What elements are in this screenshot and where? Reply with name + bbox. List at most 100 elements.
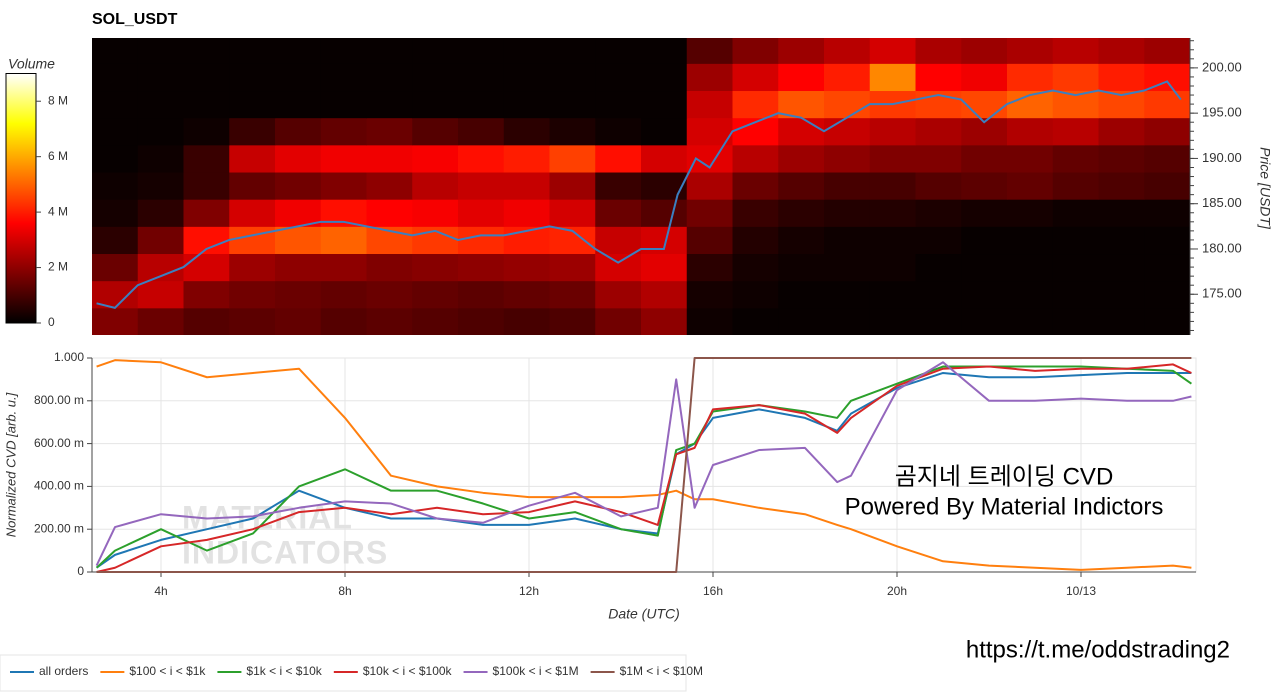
heat-cell — [503, 253, 550, 282]
heat-cell — [275, 280, 322, 309]
heat-cell — [915, 280, 962, 309]
heat-cell — [229, 38, 276, 64]
heat-cell — [549, 307, 596, 335]
y-tick-label: 600.00 m — [34, 436, 84, 450]
heat-cell — [183, 144, 230, 173]
heat-cell — [366, 38, 413, 64]
legend-label: $100 < i < $1k — [129, 664, 206, 678]
heat-cell — [641, 63, 688, 92]
heat-cell — [458, 226, 505, 255]
heat-cell — [915, 253, 962, 282]
heat-cell — [961, 280, 1008, 309]
heat-cell — [961, 199, 1008, 227]
heat-cell — [320, 38, 367, 64]
legend-label: $100k < i < $1M — [493, 664, 579, 678]
heat-cell — [503, 280, 550, 309]
heat-cell — [183, 280, 230, 309]
heat-cell — [503, 307, 550, 335]
heat-cell — [732, 63, 779, 92]
heat-cell — [92, 38, 139, 64]
colorbar-tick-label: 6 M — [48, 149, 68, 163]
heat-cell — [137, 226, 184, 255]
heat-cell — [595, 144, 642, 173]
heat-cell — [595, 307, 642, 335]
colorbar-label: Volume — [8, 56, 55, 72]
heat-cell — [320, 253, 367, 282]
heat-cell — [1144, 307, 1190, 335]
heat-cell — [869, 38, 916, 64]
heat-cell — [137, 117, 184, 146]
heat-cell — [961, 63, 1008, 92]
heat-cell — [824, 253, 871, 282]
heat-cell — [92, 144, 139, 173]
heat-cell — [732, 280, 779, 309]
heat-cell — [961, 307, 1008, 335]
heat-cell — [778, 90, 825, 119]
heat-cell — [137, 307, 184, 335]
heat-cell — [503, 90, 550, 119]
heat-cell — [366, 172, 413, 200]
heat-cell — [412, 117, 459, 146]
heat-cell — [275, 117, 322, 146]
heat-cell — [732, 253, 779, 282]
legend-label: $1M < i < $10M — [620, 664, 703, 678]
y-axis-label: Normalized CVD [arb. u.] — [3, 392, 18, 537]
heat-cell — [869, 226, 916, 255]
heat-cell — [915, 199, 962, 227]
heat-cell — [595, 38, 642, 64]
heat-cell — [549, 117, 596, 146]
series-line — [95, 361, 1192, 567]
heat-cell — [778, 144, 825, 173]
heat-cell — [1098, 117, 1145, 146]
heat-cell — [869, 63, 916, 92]
annotation: Powered By Material Indictors — [845, 493, 1164, 520]
heat-cell — [275, 172, 322, 200]
heat-cell — [412, 90, 459, 119]
heat-cell — [1007, 226, 1054, 255]
heat-cell — [229, 144, 276, 173]
heat-cell — [229, 117, 276, 146]
heat-cell — [869, 307, 916, 335]
heat-cell — [366, 90, 413, 119]
x-axis-label: Date (UTC) — [608, 606, 680, 622]
heat-cell — [1007, 38, 1054, 64]
heat-cell — [549, 199, 596, 227]
heat-cell — [1098, 63, 1145, 92]
heat-cell — [686, 63, 733, 92]
heat-cell — [92, 253, 139, 282]
heatmap — [92, 38, 1190, 335]
heat-cell — [686, 307, 733, 335]
heat-cell — [183, 253, 230, 282]
heat-cell — [503, 144, 550, 173]
heat-cell — [137, 63, 184, 92]
heat-cell — [778, 226, 825, 255]
heat-cell — [1052, 199, 1099, 227]
heat-cell — [595, 63, 642, 92]
heat-cell — [1144, 253, 1190, 282]
heat-cell — [961, 172, 1008, 200]
heat-cell — [366, 253, 413, 282]
heat-cell — [183, 199, 230, 227]
heat-cell — [458, 172, 505, 200]
heat-cell — [366, 280, 413, 309]
heat-cell — [915, 117, 962, 146]
heat-cell — [869, 117, 916, 146]
heat-cell — [778, 199, 825, 227]
heat-cell — [458, 253, 505, 282]
heat-cell — [824, 172, 871, 200]
heat-cell — [732, 307, 779, 335]
heat-cell — [412, 199, 459, 227]
heat-cell — [320, 90, 367, 119]
heat-cell — [595, 199, 642, 227]
heat-cell — [275, 307, 322, 335]
heat-cell — [641, 280, 688, 309]
heat-cell — [137, 38, 184, 64]
heat-cell — [229, 199, 276, 227]
price-line — [96, 80, 1182, 309]
heat-cell — [595, 253, 642, 282]
heat-cell — [686, 199, 733, 227]
heat-cell — [1052, 172, 1099, 200]
y-tick-label: 200.00 m — [34, 521, 84, 535]
heat-cell — [458, 307, 505, 335]
heat-cell — [869, 280, 916, 309]
